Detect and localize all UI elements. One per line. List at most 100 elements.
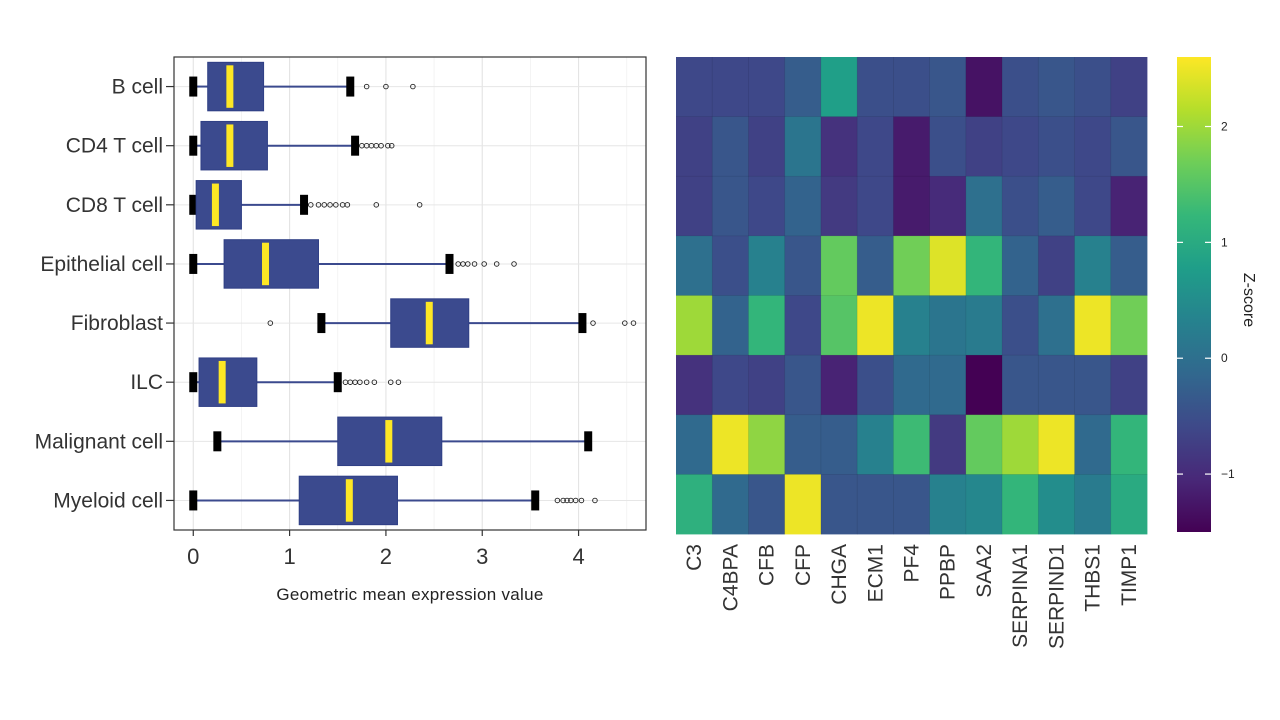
heatmap-cell: [820, 116, 858, 177]
outlier-point: [383, 83, 389, 90]
whisker-min-cap: [189, 135, 198, 156]
outlier-point: [267, 320, 274, 326]
heatmap-cell: [857, 57, 894, 118]
heatmap-cell: [893, 474, 931, 535]
heatmap-cell: [1074, 176, 1112, 237]
outlier-point: [511, 261, 517, 267]
median-line: [226, 65, 234, 108]
heatmap-cell: [857, 235, 894, 296]
heatmap-column-label: PF4: [901, 544, 924, 583]
heatmap-cell: [1074, 295, 1112, 356]
outlier-point: [378, 142, 384, 149]
colorbar-title: Z-score: [1240, 273, 1257, 327]
heatmap-cell: [820, 474, 858, 535]
heatmap-cell: [784, 57, 822, 118]
outlier-point: [410, 83, 416, 90]
heatmap-cell: [1038, 116, 1075, 177]
heatmap-cell: [857, 116, 894, 177]
outlier-point: [388, 142, 395, 149]
outlier-point: [321, 202, 328, 208]
heatmap-cell: [929, 116, 967, 177]
heatmap-cell: [784, 176, 822, 237]
heatmap-cell: [893, 355, 931, 416]
category-label: ILC: [130, 371, 163, 394]
heatmap-cell: [893, 176, 931, 237]
box-b-cell: [189, 61, 416, 112]
outlier-point: [471, 261, 478, 267]
heatmap-cell: [784, 235, 822, 296]
category-label: B cell: [112, 76, 163, 99]
iqr-box: [207, 61, 265, 112]
x-tick-label: 4: [572, 544, 584, 569]
median-line: [425, 301, 433, 345]
heatmap-cell: [1074, 414, 1112, 475]
outlier-point: [371, 379, 378, 385]
heatmap-cell: [784, 474, 822, 535]
heatmap-cell: [929, 355, 967, 416]
heatmap-cell: [676, 57, 713, 118]
heatmap-cell: [1110, 176, 1148, 237]
heatmap-column-label: PPBP: [937, 544, 960, 600]
heatmap-cell: [1002, 414, 1039, 475]
outlier-point: [327, 202, 333, 208]
outlier-point: [622, 320, 628, 326]
iqr-box: [223, 239, 319, 289]
outlier-point: [572, 497, 579, 504]
heatmap-cell: [965, 295, 1003, 356]
heatmap-cell: [1038, 474, 1075, 535]
heatmap-cell: [676, 355, 713, 416]
heatmap-cell: [748, 116, 786, 177]
outlier-point: [363, 379, 370, 385]
box-myeloid-cell: [189, 475, 598, 526]
heatmap-cell: [1110, 57, 1148, 118]
iqr-box: [200, 120, 268, 171]
heatmap-cell: [1002, 474, 1039, 535]
heatmap-cell: [748, 414, 786, 475]
heatmap-column-label: SERPIND1: [1045, 544, 1068, 649]
outlier-point: [578, 497, 585, 504]
whisker-max-cap: [584, 431, 593, 452]
heatmap-cell: [1002, 235, 1039, 296]
category-label: Epithelial cell: [40, 253, 163, 276]
heatmap-cells: [676, 57, 1148, 535]
heatmap-cell: [1074, 116, 1112, 177]
outlier-point: [385, 142, 391, 149]
outlier-point: [373, 202, 380, 208]
outlier-point: [560, 497, 566, 504]
heatmap-cell: [1002, 355, 1039, 416]
outlier-point: [344, 202, 351, 208]
whisker-min-cap: [189, 253, 198, 274]
whisker-max-cap: [531, 490, 540, 511]
heatmap-cell: [857, 414, 894, 475]
heatmap-cell: [929, 474, 967, 535]
heatmap-cell: [965, 474, 1003, 535]
heatmap-cell: [965, 355, 1003, 416]
heatmap-cell: [712, 235, 749, 296]
median-line: [218, 360, 226, 404]
median-line: [211, 183, 219, 227]
heatmap-cell: [929, 176, 967, 237]
whisker-max-cap: [445, 253, 454, 274]
heatmap-column-label: TIMP1: [1118, 544, 1141, 606]
heatmap-cell: [712, 355, 749, 416]
median-line: [226, 124, 234, 167]
heatmap-cell: [748, 235, 786, 296]
heatmap-cell: [748, 57, 786, 118]
x-tick-label: 0: [187, 544, 199, 569]
heatmap-cell: [820, 176, 858, 237]
boxplot-x-tick-labels: 0 1 2 3 4: [187, 530, 585, 569]
heatmap-cell: [712, 414, 749, 475]
outlier-point: [333, 202, 339, 208]
whisker-max-cap: [578, 313, 587, 334]
colorbar-gradient: [1177, 57, 1211, 532]
boxplot-panel: B cell CD4 T cell CD8 T cell Epithelial cel…: [35, 56, 647, 604]
heatmap-cell: [820, 414, 858, 475]
boxplot-category-labels: B cell CD4 T cell CD8 T cell Epithelial cel…: [35, 76, 174, 512]
outlier-point: [387, 379, 394, 385]
outlier-point: [481, 261, 487, 267]
heatmap-cell: [1038, 414, 1075, 475]
heatmap-cell: [784, 116, 822, 177]
whisker-min-cap: [189, 194, 198, 215]
heatmap-cell: [1002, 116, 1039, 177]
whisker-max-cap: [351, 135, 360, 156]
